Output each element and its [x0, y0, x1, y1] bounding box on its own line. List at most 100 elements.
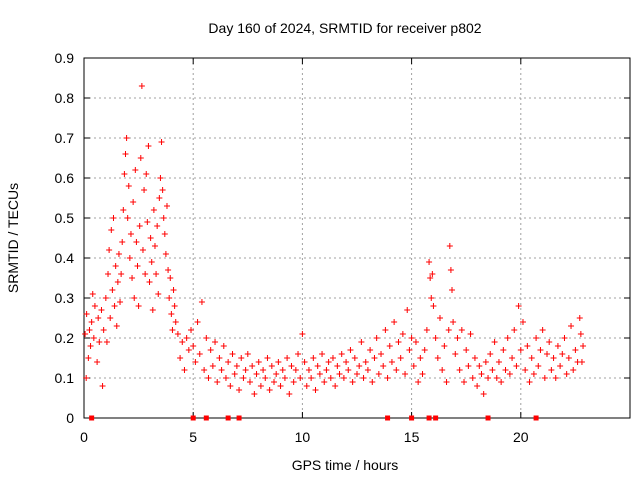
data-point: [88, 319, 95, 325]
data-point: [568, 323, 575, 329]
data-point: [95, 315, 102, 321]
data-point: [546, 339, 553, 345]
data-point: [148, 259, 155, 265]
x-tick-label: 20: [513, 429, 529, 445]
axis-ticks: 0 0.1 0.2 0.3 0.4 0.5 0.6 0.7 0.8 0.9 0 5 10 15 20: [55, 50, 630, 445]
data-point: [130, 199, 137, 205]
zero-markers: [89, 415, 539, 421]
y-tick-label: 0.5: [55, 210, 75, 226]
data-point: [577, 331, 584, 337]
data-point: [541, 375, 548, 381]
data-point: [319, 351, 326, 357]
data-point: [419, 371, 426, 377]
x-axis-label: GPS time / hours: [292, 457, 399, 473]
zero-value-marker: [485, 415, 491, 421]
zero-value-marker: [409, 415, 415, 421]
data-point: [233, 363, 240, 369]
data-point: [172, 319, 179, 325]
data-point: [150, 207, 157, 213]
data-point: [360, 375, 367, 381]
data-point: [279, 367, 286, 373]
data-point: [539, 327, 546, 333]
zero-value-marker: [89, 415, 95, 421]
data-point: [194, 319, 201, 325]
data-point: [154, 223, 161, 229]
data-point: [303, 383, 310, 389]
data-point: [142, 271, 149, 277]
data-point: [177, 355, 184, 361]
data-point: [238, 355, 245, 361]
data-point: [236, 387, 243, 393]
data-point: [375, 371, 382, 377]
data-point: [450, 319, 457, 325]
data-point: [463, 347, 470, 353]
data-point: [478, 371, 485, 377]
data-point: [530, 371, 537, 377]
data-point: [485, 375, 492, 381]
data-point: [349, 379, 356, 385]
data-point: [343, 359, 350, 365]
data-point: [504, 335, 511, 341]
zero-value-marker: [203, 415, 209, 421]
data-point: [404, 307, 411, 313]
data-point: [214, 379, 221, 385]
data-point: [447, 267, 454, 273]
data-point: [107, 315, 114, 321]
data-point: [165, 267, 172, 273]
data-point: [273, 371, 280, 377]
data-point: [554, 343, 561, 349]
data-point: [578, 359, 585, 365]
data-point: [310, 355, 317, 361]
data-point: [91, 303, 98, 309]
data-point: [406, 347, 413, 353]
data-point: [345, 367, 352, 373]
data-point: [118, 271, 125, 277]
data-point: [340, 375, 347, 381]
data-point: [557, 363, 564, 369]
data-point: [205, 375, 212, 381]
data-point: [229, 351, 236, 357]
y-tick-label: 0.6: [55, 170, 75, 186]
data-point: [125, 183, 132, 189]
data-point: [268, 363, 275, 369]
data-point: [535, 363, 542, 369]
data-point: [123, 135, 130, 141]
data-point: [432, 335, 439, 341]
data-point: [511, 327, 518, 333]
data-point: [347, 347, 354, 353]
data-point: [133, 239, 140, 245]
data-point: [469, 375, 476, 381]
data-point: [334, 363, 341, 369]
data-point: [135, 303, 142, 309]
data-point: [87, 343, 94, 349]
data-point: [262, 375, 269, 381]
data-point: [162, 251, 169, 257]
data-point: [454, 335, 461, 341]
data-point: [563, 371, 570, 377]
data-point: [522, 367, 529, 373]
data-point: [218, 367, 225, 373]
data-point: [426, 259, 433, 265]
data-point: [89, 291, 96, 297]
data-point: [427, 275, 434, 281]
zero-value-marker: [533, 415, 539, 421]
zero-value-marker: [236, 415, 242, 421]
data-point: [117, 299, 124, 305]
data-point: [576, 315, 583, 321]
data-point: [395, 339, 402, 345]
data-point: [155, 291, 162, 297]
data-point: [98, 307, 105, 313]
data-point: [127, 231, 134, 237]
data-point: [528, 355, 535, 361]
data-point: [212, 339, 219, 345]
data-point: [428, 295, 435, 301]
data-point: [308, 375, 315, 381]
data-point: [456, 367, 463, 373]
data-point: [90, 335, 97, 341]
data-point: [257, 383, 264, 389]
data-point: [498, 379, 505, 385]
data-point: [515, 303, 522, 309]
data-point: [382, 327, 389, 333]
x-tick-label: 5: [189, 429, 197, 445]
data-point: [489, 367, 496, 373]
